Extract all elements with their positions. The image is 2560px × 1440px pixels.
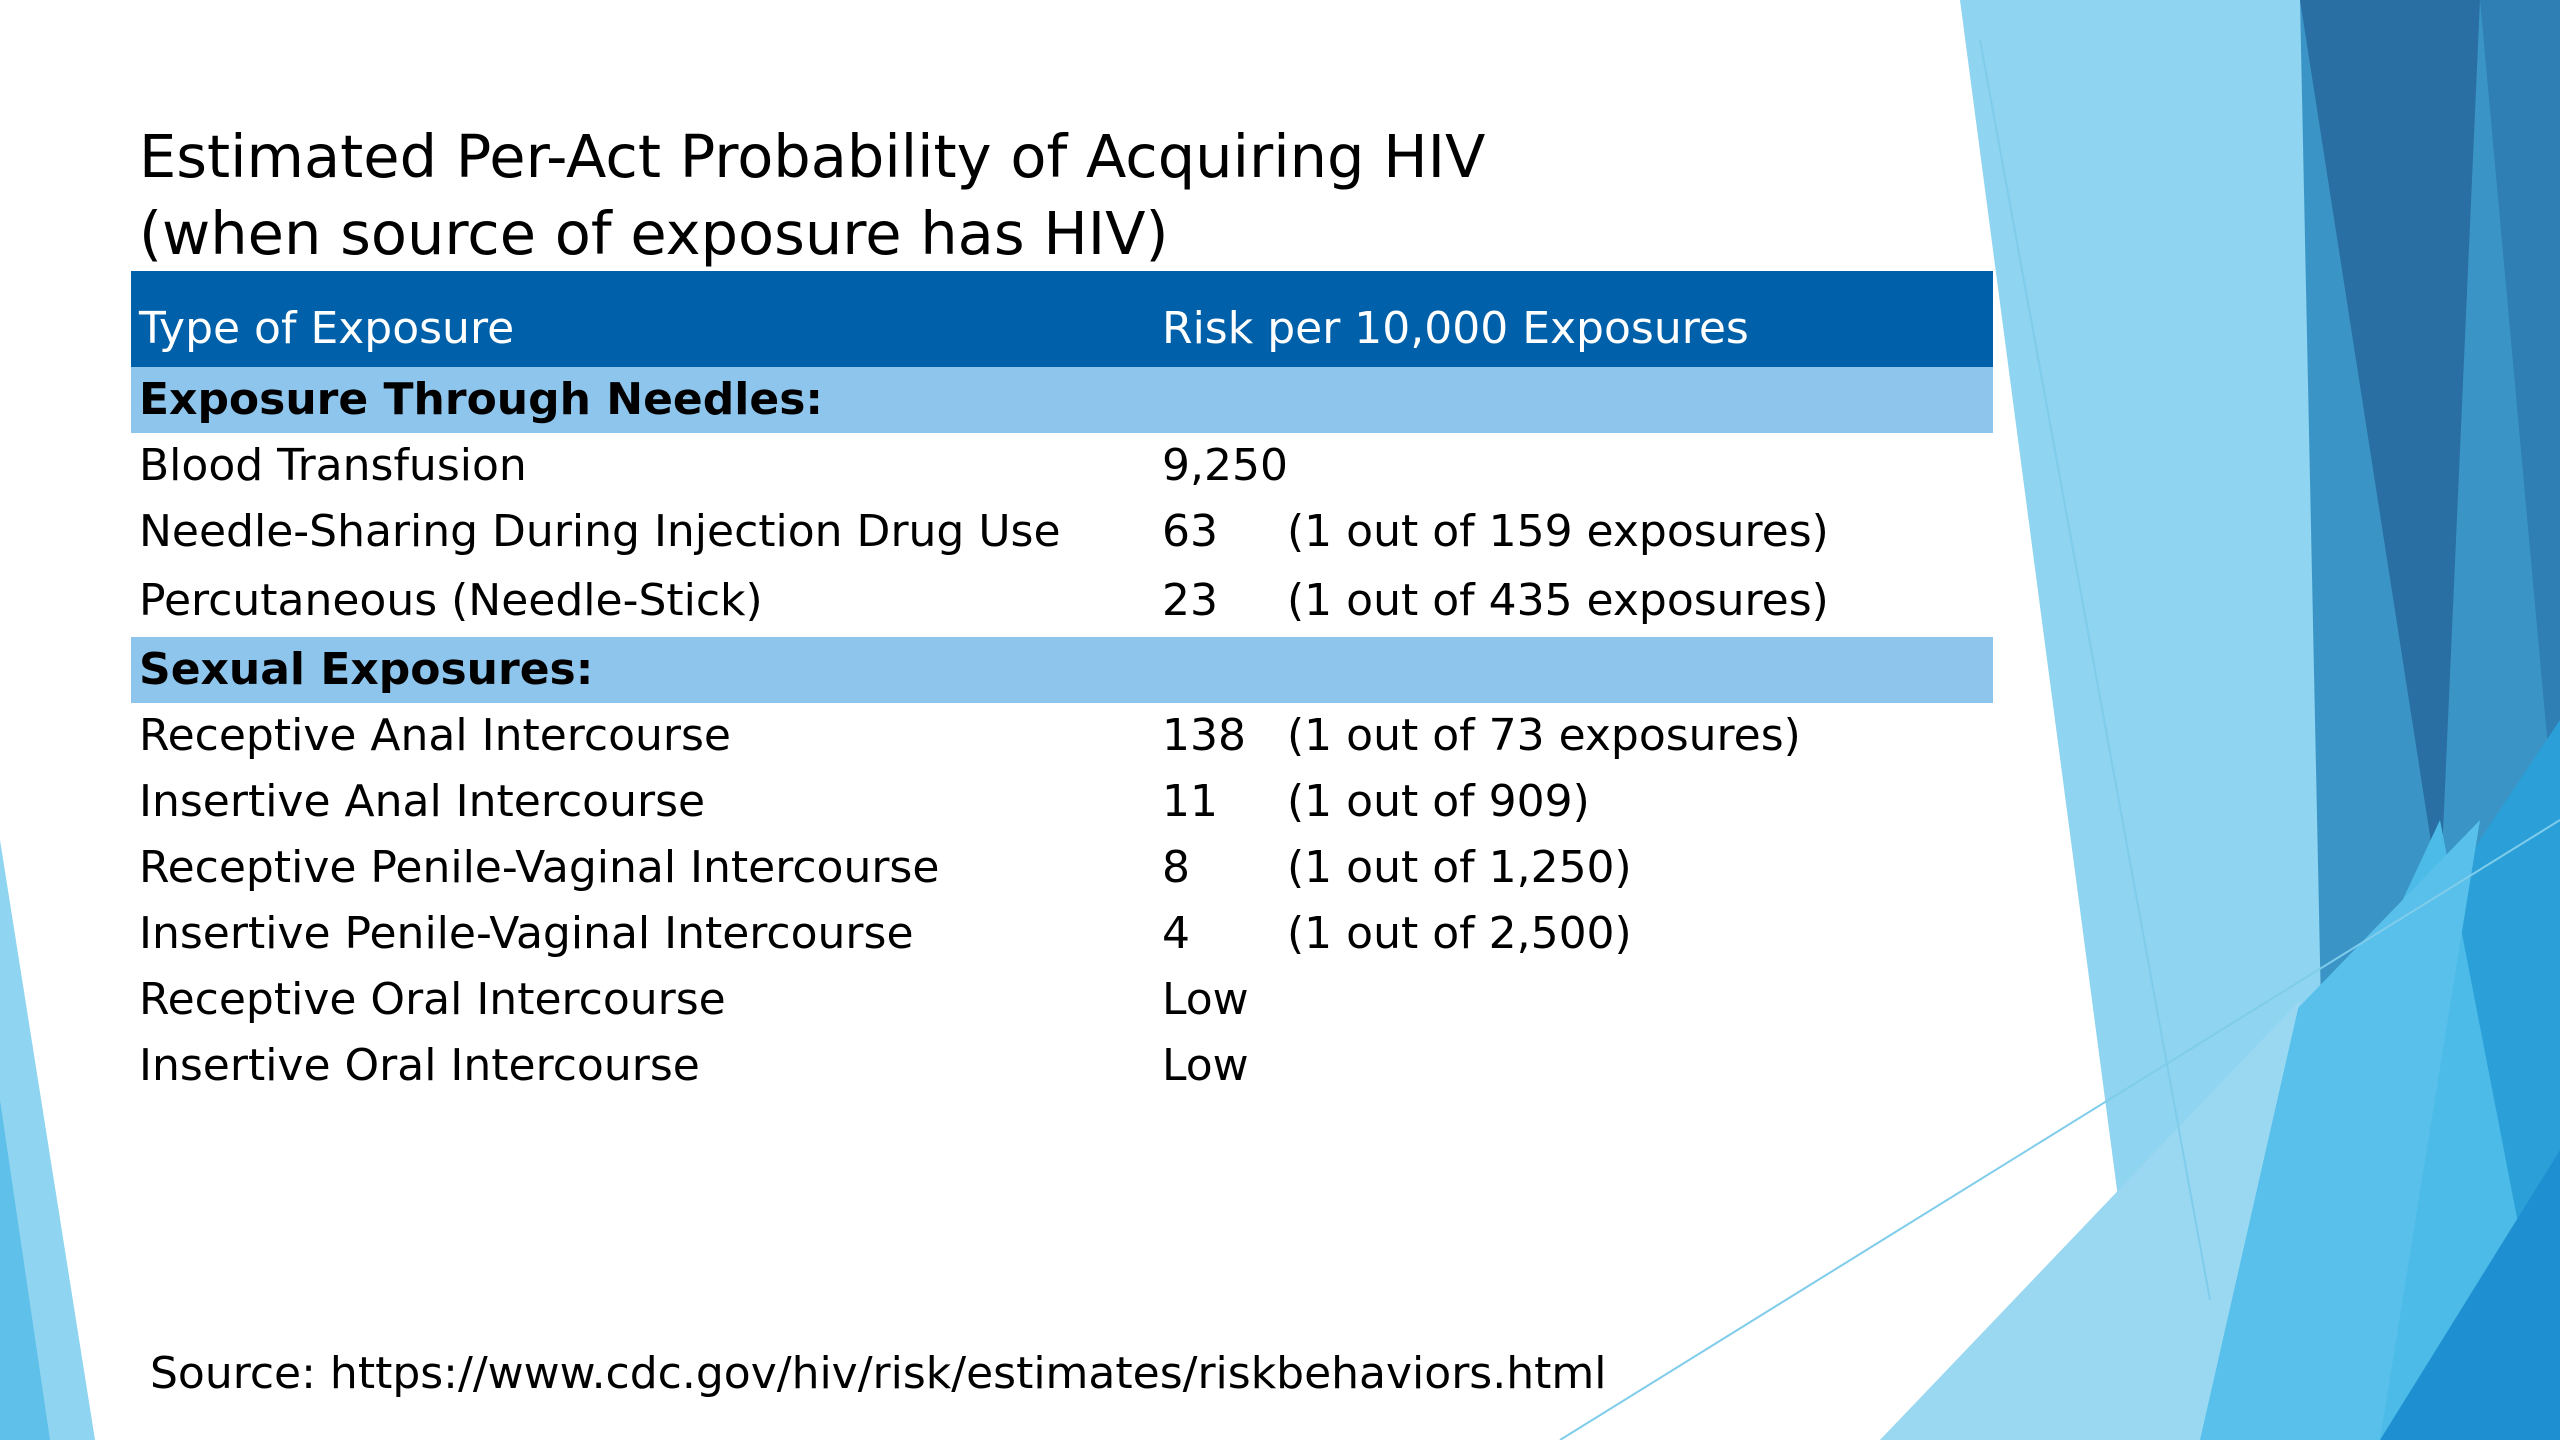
section-header-sexual: Sexual Exposures:: [131, 637, 1993, 703]
table-row: Insertive Penile-Vaginal Intercourse 4 (…: [131, 901, 1993, 967]
header-type-of-exposure: Type of Exposure: [139, 303, 515, 354]
table-row: Blood Transfusion 9,250: [131, 433, 1993, 499]
risk-value: Low: [1162, 1040, 1249, 1091]
source-citation: Source: https://www.cdc.gov/hiv/risk/est…: [150, 1348, 1607, 1399]
exposure-type: Receptive Oral Intercourse: [139, 974, 726, 1025]
title-line-2: (when source of exposure has HIV): [139, 199, 1169, 268]
risk-value: Low: [1162, 974, 1249, 1025]
risk-note: (1 out of 73 exposures): [1287, 710, 1801, 761]
table-row: Needle-Sharing During Injection Drug Use…: [131, 499, 1993, 565]
risk-value: 138: [1162, 710, 1246, 761]
risk-table: Type of Exposure Risk per 10,000 Exposur…: [131, 271, 1993, 1099]
slide-title: Estimated Per-Act Probability of Acquiri…: [139, 118, 1485, 272]
exposure-type: Insertive Penile-Vaginal Intercourse: [139, 908, 914, 959]
risk-value: 4: [1162, 908, 1190, 959]
table-row: Insertive Anal Intercourse 11 (1 out of …: [131, 769, 1993, 835]
table-row: Percutaneous (Needle-Stick) 23 (1 out of…: [131, 565, 1993, 637]
risk-note: (1 out of 2,500): [1287, 908, 1632, 959]
risk-note: (1 out of 909): [1287, 776, 1590, 827]
table-row: Receptive Penile-Vaginal Intercourse 8 (…: [131, 835, 1993, 901]
exposure-type: Receptive Penile-Vaginal Intercourse: [139, 842, 940, 893]
risk-value: 11: [1162, 776, 1218, 827]
table-header-row: Type of Exposure Risk per 10,000 Exposur…: [131, 271, 1993, 367]
risk-value: 8: [1162, 842, 1190, 893]
exposure-type: Receptive Anal Intercourse: [139, 710, 731, 761]
table-row: Receptive Anal Intercourse 138 (1 out of…: [131, 703, 1993, 769]
title-line-1: Estimated Per-Act Probability of Acquiri…: [139, 122, 1486, 191]
exposure-type: Percutaneous (Needle-Stick): [139, 575, 763, 626]
exposure-type: Insertive Anal Intercourse: [139, 776, 706, 827]
risk-value: 9,250: [1162, 440, 1288, 491]
risk-note: (1 out of 159 exposures): [1287, 506, 1829, 557]
exposure-type: Needle-Sharing During Injection Drug Use: [139, 506, 1061, 557]
table-row: Receptive Oral Intercourse Low: [131, 967, 1993, 1033]
exposure-type: Blood Transfusion: [139, 440, 527, 491]
section-label: Sexual Exposures:: [139, 644, 594, 695]
risk-value: 23: [1162, 575, 1218, 626]
exposure-type: Insertive Oral Intercourse: [139, 1040, 700, 1091]
risk-note: (1 out of 435 exposures): [1287, 575, 1829, 626]
header-risk: Risk per 10,000 Exposures: [1162, 303, 1749, 354]
section-header-needles: Exposure Through Needles:: [131, 367, 1993, 433]
risk-note: (1 out of 1,250): [1287, 842, 1632, 893]
section-label: Exposure Through Needles:: [139, 374, 823, 425]
table-row: Insertive Oral Intercourse Low: [131, 1033, 1993, 1099]
risk-value: 63: [1162, 506, 1218, 557]
